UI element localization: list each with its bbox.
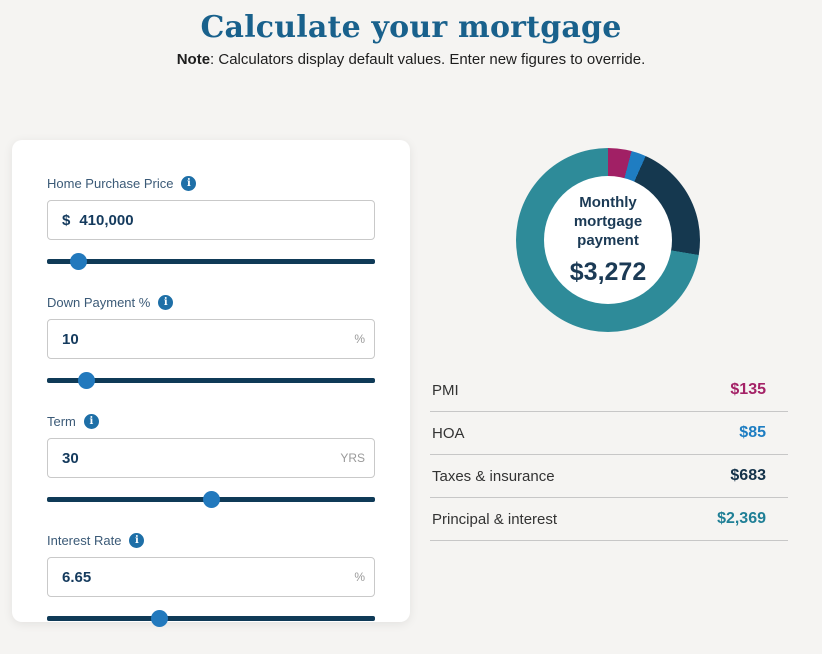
table-row-principal-interest: Principal & interest $2,369 xyxy=(430,498,788,541)
slider-thumb[interactable] xyxy=(151,609,168,627)
field-label: Home Purchase Price xyxy=(47,176,174,191)
row-label: Principal & interest xyxy=(432,510,558,528)
slider-thumb[interactable] xyxy=(69,252,87,270)
info-icon[interactable]: i xyxy=(129,533,145,548)
home-price-input[interactable] xyxy=(79,211,365,229)
term-slider[interactable] xyxy=(47,490,375,508)
row-label: Taxes & insurance xyxy=(432,467,555,485)
home-price-slider[interactable] xyxy=(47,252,375,270)
interest-rate-slider[interactable] xyxy=(47,609,375,627)
table-row-taxes-insurance: Taxes & insurance $683 xyxy=(430,455,788,498)
slider-track xyxy=(47,377,375,383)
interest-rate-input[interactable] xyxy=(62,568,347,586)
donut-center-label: Monthly mortgage payment xyxy=(544,193,672,250)
home-price-input-box: $ xyxy=(47,200,375,240)
info-icon[interactable]: i xyxy=(158,295,174,310)
row-label: PMI xyxy=(432,381,459,399)
interest-rate-input-box: % xyxy=(47,557,375,597)
donut-center: Monthly mortgage payment $3,272 xyxy=(544,176,672,304)
down-payment-input-box: % xyxy=(47,319,375,359)
donut-center-value: $3,272 xyxy=(569,258,647,286)
slider-track xyxy=(47,615,375,621)
field-label: Term xyxy=(47,414,76,429)
table-row-pmi: PMI $135 xyxy=(430,369,788,412)
cost-breakdown-table: PMI $135 HOA $85 Taxes & insurance $683 … xyxy=(430,369,788,541)
slider-track xyxy=(47,258,375,264)
down-payment-input[interactable] xyxy=(62,330,347,348)
monthly-payment-donut-chart: Monthly mortgage payment $3,272 xyxy=(516,148,700,332)
field-label: Interest Rate xyxy=(47,533,122,548)
field-term: Term i YRS xyxy=(47,414,375,508)
field-label-row: Term i xyxy=(47,414,375,429)
page-title: Calculate your mortgage xyxy=(200,10,622,45)
donut-center-label-line2: mortgage payment xyxy=(573,213,643,249)
row-value: $135 xyxy=(730,381,766,398)
down-payment-slider[interactable] xyxy=(47,371,375,389)
field-label-row: Down Payment % i xyxy=(47,295,375,310)
table-row-hoa: HOA $85 xyxy=(430,412,788,455)
field-down-payment: Down Payment % i % xyxy=(47,295,375,389)
dollar-prefix: $ xyxy=(62,211,71,229)
row-value: $2,369 xyxy=(717,510,766,527)
page-note: Note: Calculators display default values… xyxy=(0,50,822,70)
page-note-text: : Calculators display default values. En… xyxy=(210,51,646,68)
info-icon[interactable]: i xyxy=(181,176,197,191)
header: Calculate your mortgage Note: Calculator… xyxy=(0,10,822,70)
percent-suffix: % xyxy=(354,332,365,346)
field-label: Down Payment % xyxy=(47,295,151,310)
field-home-purchase-price: Home Purchase Price i $ xyxy=(47,176,375,270)
years-suffix: YRS xyxy=(340,451,365,465)
slider-thumb[interactable] xyxy=(77,371,95,389)
row-label: HOA xyxy=(432,424,465,442)
calculator-card: Home Purchase Price i $ Down Payment % i… xyxy=(12,140,410,627)
percent-suffix: % xyxy=(354,570,365,584)
row-value: $683 xyxy=(730,467,766,484)
field-interest-rate: Interest Rate i % xyxy=(47,533,375,627)
term-input[interactable] xyxy=(62,449,333,467)
donut-center-label-line1: Monthly xyxy=(579,194,637,211)
row-value: $85 xyxy=(739,424,766,441)
page-note-label: Note xyxy=(176,51,211,68)
field-label-row: Home Purchase Price i xyxy=(47,176,375,191)
slider-thumb[interactable] xyxy=(202,490,220,508)
field-label-row: Interest Rate i xyxy=(47,533,375,548)
term-input-box: YRS xyxy=(47,438,375,478)
info-icon[interactable]: i xyxy=(83,414,99,429)
